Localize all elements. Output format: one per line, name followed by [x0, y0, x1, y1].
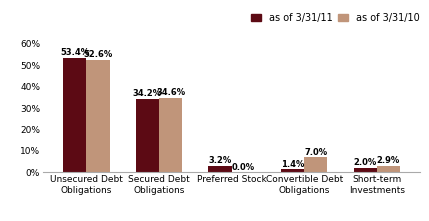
Bar — [281, 169, 304, 172]
Text: 0.0%: 0.0% — [232, 162, 255, 171]
Text: 34.2%: 34.2% — [133, 89, 162, 98]
Bar — [63, 58, 87, 172]
Bar — [159, 98, 182, 172]
Legend: as of 3/31/11, as of 3/31/10: as of 3/31/11, as of 3/31/10 — [251, 13, 419, 23]
Text: 34.6%: 34.6% — [156, 88, 185, 97]
Text: 2.9%: 2.9% — [377, 156, 400, 165]
Bar — [377, 166, 400, 172]
Text: 2.0%: 2.0% — [353, 158, 377, 167]
Text: 52.6%: 52.6% — [84, 50, 113, 59]
Bar — [136, 99, 159, 172]
Bar — [87, 60, 110, 172]
Text: 1.4%: 1.4% — [281, 160, 304, 169]
Bar — [304, 157, 327, 172]
Bar — [353, 168, 377, 172]
Text: 7.0%: 7.0% — [304, 148, 327, 156]
Bar — [208, 166, 232, 172]
Text: 53.4%: 53.4% — [60, 48, 89, 57]
Text: 3.2%: 3.2% — [208, 156, 232, 165]
